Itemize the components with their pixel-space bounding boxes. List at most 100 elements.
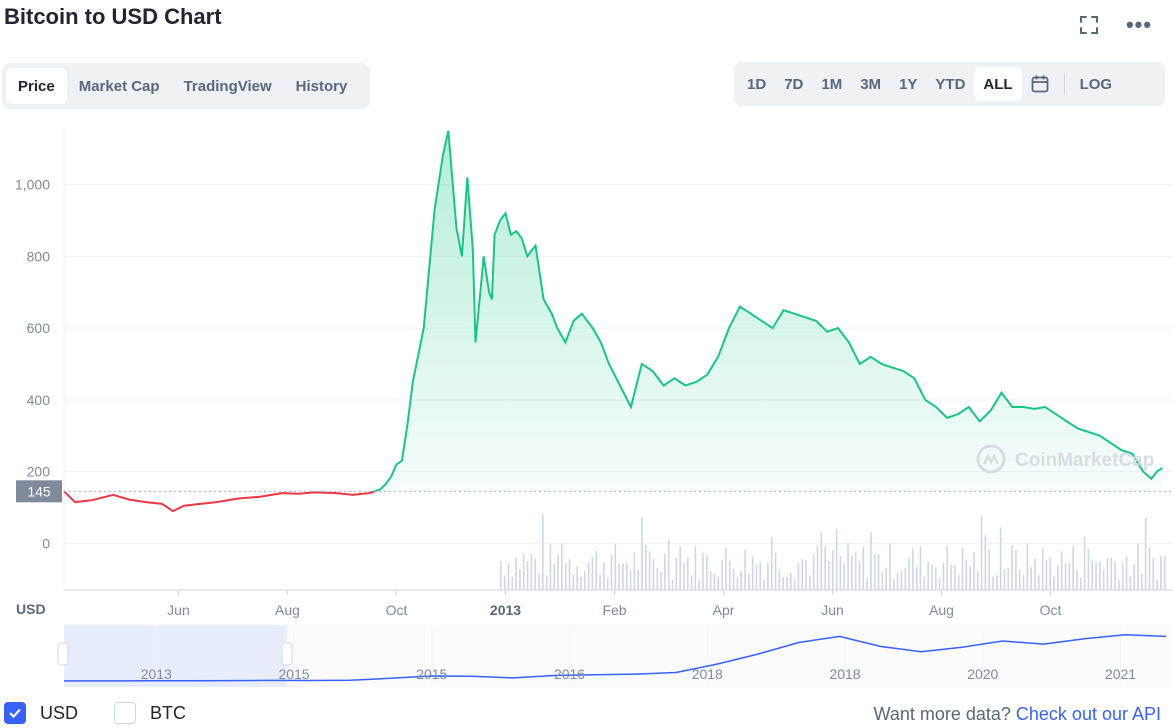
range-1y-button[interactable]: 1Y <box>899 75 918 93</box>
range-ytd-button[interactable]: YTD <box>935 75 966 93</box>
volume-bar <box>572 574 575 590</box>
volume-bar <box>641 517 643 590</box>
tab-market-cap[interactable]: Market Cap <box>78 77 160 95</box>
volume-bar <box>954 565 956 590</box>
range-navigator[interactable]: 2013 2015 2015 2016 2018 2018 2020 2021 <box>57 625 1172 687</box>
volume-bar <box>999 527 1002 590</box>
volume-bar <box>530 554 533 590</box>
more-horizontal-icon[interactable]: ••• <box>1125 12 1153 37</box>
volume-bar <box>862 546 865 590</box>
volume-bar <box>713 573 716 590</box>
log-scale-button[interactable]: LOG <box>1079 75 1113 93</box>
volume-bar <box>843 563 846 590</box>
volume-bar <box>694 545 697 590</box>
svg-text:145: 145 <box>27 483 51 499</box>
legend-usd[interactable]: USD <box>4 702 78 724</box>
volume-bar <box>1160 556 1162 590</box>
volume-bar <box>767 562 769 590</box>
volume-bar <box>790 572 792 590</box>
volume-bar <box>870 532 872 590</box>
volume-bar <box>893 578 895 590</box>
calendar-icon[interactable] <box>1022 67 1058 101</box>
volume-bar <box>786 576 788 590</box>
y-tick-label: 800 <box>27 248 51 264</box>
x-tick-label: Jun <box>167 602 190 618</box>
volume-bar <box>1018 569 1021 590</box>
price-line-above <box>63 130 1163 492</box>
x-tick-label: Feb <box>602 602 626 618</box>
volume-bar <box>683 562 685 590</box>
volume-bar <box>748 573 750 590</box>
volume-bar <box>702 553 704 590</box>
usd-checkbox[interactable] <box>4 702 26 724</box>
navigator-label: 2018 <box>829 666 860 682</box>
y-tick-label: 400 <box>27 392 51 408</box>
legend-btc-label: BTC <box>150 702 186 723</box>
volume-bar <box>1083 536 1086 590</box>
volume-bar <box>637 569 639 590</box>
navigator-label: 2016 <box>554 666 585 682</box>
y-tick-label: 1,000 <box>15 177 50 193</box>
x-tick-label: 2013 <box>490 602 521 618</box>
volume-bar <box>1053 576 1055 590</box>
volume-bar <box>538 573 540 590</box>
volume-bar <box>992 576 994 590</box>
api-prefix: Want more data? <box>873 704 1016 724</box>
volume-bar <box>961 547 964 590</box>
range-all-button[interactable]: ALL <box>974 67 1022 101</box>
range-7d-button[interactable]: 7D <box>784 75 804 93</box>
x-tick-label: Aug <box>275 602 300 618</box>
volume-bar <box>927 561 929 590</box>
volume-bar <box>919 546 922 590</box>
volume-bar <box>515 557 517 590</box>
volume-bar <box>774 552 777 590</box>
navigator-right-handle[interactable] <box>281 642 293 666</box>
volume-bar <box>931 564 933 590</box>
volume-bar <box>686 557 689 590</box>
legend-btc[interactable]: BTC <box>114 702 186 724</box>
volume-bar <box>580 576 582 590</box>
volume-bar <box>645 544 647 590</box>
volume-bar <box>965 559 968 590</box>
volume-bar <box>1148 547 1151 590</box>
volume-bar <box>671 579 674 590</box>
volume-bar <box>1137 543 1139 590</box>
navigator-label: 2020 <box>967 666 998 682</box>
volume-bar <box>1030 567 1032 590</box>
volume-bar <box>534 558 536 590</box>
volume-bar <box>1072 546 1074 590</box>
x-tick-label: Aug <box>929 602 954 618</box>
volume-bar <box>633 551 636 590</box>
navigator-label: 2015 <box>416 666 447 682</box>
volume-bar <box>679 546 681 590</box>
range-1m-button[interactable]: 1M <box>821 75 843 93</box>
volume-bar <box>675 557 678 590</box>
volume-bar <box>1110 557 1113 590</box>
volume-bar <box>1064 562 1067 590</box>
tab-tradingview[interactable]: TradingView <box>183 77 272 95</box>
volume-bar <box>1011 545 1013 590</box>
volume-bar <box>1076 570 1078 590</box>
volume-bar <box>629 569 632 590</box>
range-1d-button[interactable]: 1D <box>747 75 767 93</box>
volume-bar <box>519 569 521 590</box>
legend-usd-label: USD <box>40 702 79 723</box>
fullscreen-icon[interactable] <box>1076 12 1102 38</box>
navigator-selection[interactable] <box>64 625 287 687</box>
volume-bar <box>709 571 712 590</box>
tab-price[interactable]: Price <box>6 68 67 104</box>
volume-bar <box>881 572 884 590</box>
volume-bar <box>778 569 781 590</box>
volume-bar <box>728 561 731 590</box>
volume-bar <box>805 559 807 590</box>
tab-history[interactable]: History <box>295 77 348 95</box>
range-3m-button[interactable]: 3M <box>860 75 882 93</box>
volume-bar <box>545 575 548 590</box>
volume-bar <box>1102 570 1105 590</box>
watermark: CoinMarketCap <box>976 444 1154 474</box>
navigator-left-handle[interactable] <box>57 642 69 666</box>
navigator-label: 2021 <box>1105 666 1136 682</box>
btc-checkbox[interactable] <box>114 702 136 724</box>
api-link[interactable]: Check out our API <box>1015 704 1161 724</box>
